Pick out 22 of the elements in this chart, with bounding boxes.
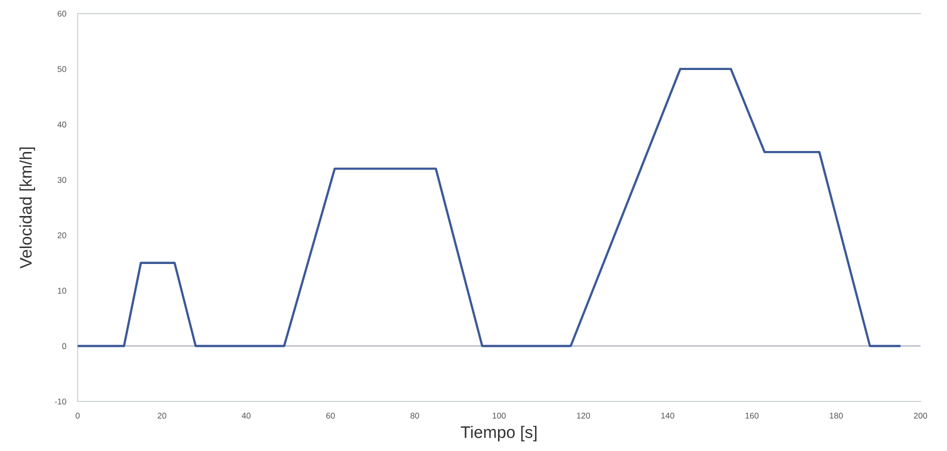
y-tick-label: 40 [57,122,66,128]
y-tick-label: 20 [58,232,66,238]
y-tick-label: 30 [58,176,66,183]
x-tick-label: 40 [242,412,251,419]
x-tick-label: 100 [492,412,506,419]
x-tick-label: 0 [76,412,80,419]
y-tick-label: 0 [62,343,66,350]
y-tick-label: -10 [54,398,66,404]
x-tick-label: 140 [661,412,674,419]
y-tick-label: 50 [58,66,66,72]
y-axis-title: Velocidad [km/h] [20,148,36,269]
x-tick-label: 80 [410,412,420,419]
x-tick-label: 60 [326,412,335,419]
x-axis-title: Tiempo [s] [460,426,536,442]
x-tick-label: 180 [830,412,843,419]
x-tick-label: 200 [914,412,928,419]
y-tick-label: 60 [58,10,66,17]
line-series [78,68,901,348]
x-tick-label: 20 [158,412,166,419]
x-tick-label: 160 [746,412,759,419]
y-tick-label: 10 [58,288,66,294]
x-tick-label: 120 [577,412,590,419]
